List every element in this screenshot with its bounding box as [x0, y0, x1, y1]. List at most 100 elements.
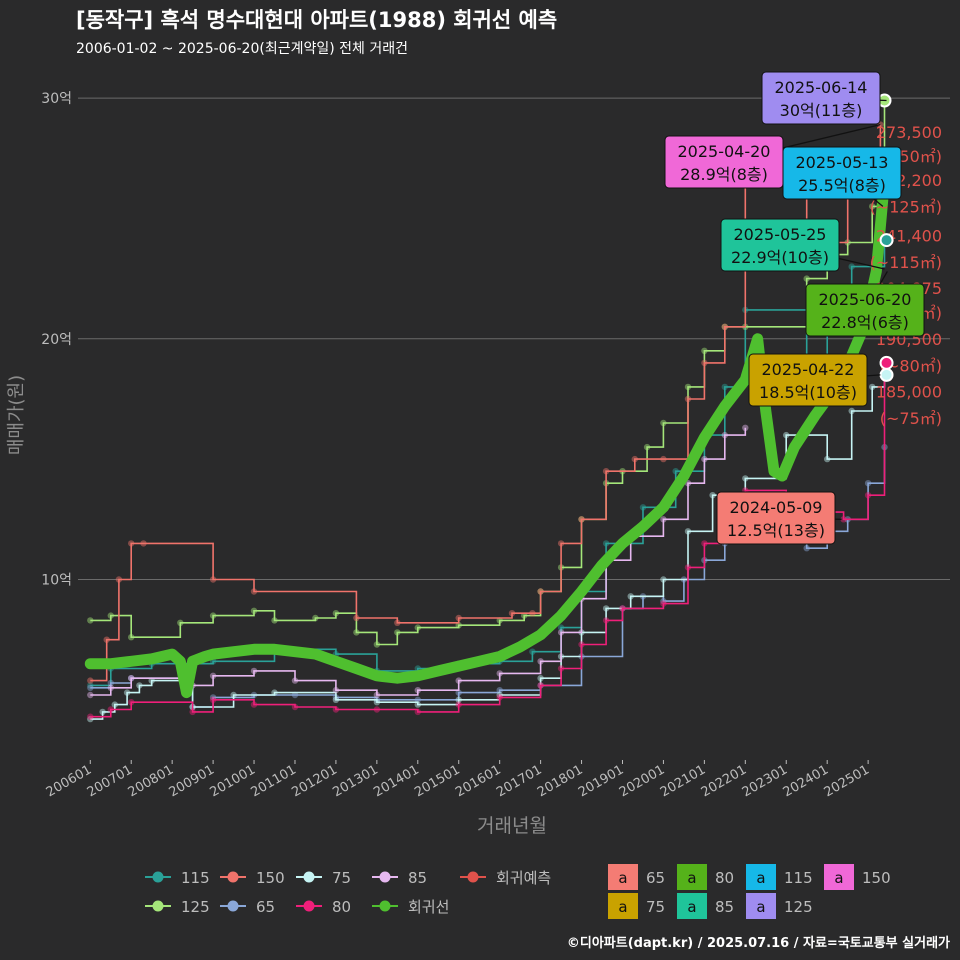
series-point-80: [107, 706, 115, 713]
series-point-150: [578, 516, 585, 523]
series-point-125: [414, 624, 421, 631]
series-point-75: [496, 691, 503, 699]
callout-date: 2025-04-20: [678, 142, 771, 161]
legend-box-label: 65: [646, 869, 665, 887]
series-point-125: [394, 629, 401, 636]
legend-box: [608, 893, 638, 919]
series-point-115: [848, 263, 855, 270]
legend-swatch-dot: [227, 900, 239, 912]
y-tick-label: 30억: [41, 91, 72, 107]
series-point-65: [803, 545, 810, 552]
legend-box-glyph: a: [756, 869, 765, 887]
series-point-75: [869, 383, 876, 391]
legend-box: [746, 893, 776, 919]
legend-label: 75: [332, 869, 351, 887]
legend-box-glyph: a: [756, 898, 765, 916]
legend-swatch-dot: [303, 871, 315, 883]
callout-value: 18.5억(10층): [759, 383, 857, 402]
series-point-80: [602, 617, 610, 624]
callout-date: 2025-05-13: [796, 153, 889, 172]
series-point-150: [684, 395, 692, 403]
y-axis-label: 매매가(원): [6, 375, 27, 455]
series-point-75: [136, 682, 143, 689]
legend-box-glyph: a: [618, 869, 627, 887]
legend-swatch-dot: [467, 871, 479, 883]
legend-box-glyph: a: [687, 898, 696, 916]
series-point-125: [869, 203, 876, 210]
series-point-150: [631, 455, 638, 463]
series-point-150: [508, 610, 516, 617]
series-point-125: [660, 419, 667, 427]
series-point-150: [701, 359, 708, 367]
series-point-85: [87, 691, 94, 699]
series-point-75: [332, 696, 340, 703]
legend-label: 125: [181, 898, 210, 916]
callout-date: 2025-05-25: [734, 225, 827, 244]
series-point-85: [209, 672, 217, 679]
series-point-80: [864, 492, 872, 499]
series-point-115: [639, 504, 647, 511]
legend-swatch-dot: [152, 871, 164, 883]
series-point-125: [87, 617, 94, 624]
legend-label: 80: [332, 898, 351, 916]
series-point-75: [99, 708, 106, 716]
legend-box-label: 115: [784, 869, 813, 887]
series-point-125: [107, 612, 115, 619]
legend-box: [677, 893, 707, 919]
series-point-80: [455, 701, 462, 708]
legend-swatch-dot: [379, 900, 391, 912]
legend-box: [677, 864, 707, 890]
callout-value: 22.8억(6층): [821, 313, 909, 332]
chart-subtitle: 2006-01-02 ~ 2025-06-20(최근계약일) 전체 거래건: [76, 41, 408, 57]
prediction-label: (~125㎡): [870, 197, 942, 216]
series-point-150: [537, 588, 544, 595]
series-line-150: [90, 124, 882, 682]
prediction-label: 185,000: [876, 383, 942, 402]
series-point-85: [537, 658, 544, 665]
series-point-80: [291, 703, 299, 711]
y-tick-label: 10억: [41, 572, 72, 588]
series-point-75: [271, 689, 278, 696]
callout-value: 30억(11층): [780, 101, 863, 120]
series-point-80: [209, 696, 217, 703]
legend-swatch-dot: [303, 900, 315, 912]
legend-label: 85: [408, 869, 427, 887]
series-layer: [84, 97, 892, 723]
series-point-125: [209, 612, 217, 619]
prediction-label: 273,500: [876, 123, 942, 142]
callout-value: 22.9억(10층): [731, 248, 829, 267]
series-point-85: [721, 431, 728, 439]
callout-date: 2025-06-20: [819, 290, 912, 309]
callout-box: [748, 353, 868, 407]
series-point-150: [455, 614, 462, 622]
series-point-85: [291, 677, 299, 684]
series-point-80: [684, 564, 692, 571]
series-point-150: [721, 323, 728, 330]
series-point-150: [115, 576, 123, 583]
series-point-80: [840, 516, 847, 523]
series-point-85: [250, 667, 258, 675]
series-point-65: [496, 687, 503, 694]
legend-label: 115: [181, 869, 210, 887]
series-point-125: [332, 610, 340, 617]
legend-box-label: 75: [646, 898, 665, 916]
series-point-150: [250, 588, 258, 595]
prediction-label: (~75㎡): [880, 409, 942, 428]
series-point-75: [537, 675, 544, 682]
y-tick-label: 20억: [41, 332, 72, 348]
series-point-80: [373, 706, 381, 713]
series-point-85: [455, 677, 462, 684]
series-point-80: [189, 708, 196, 716]
series-point-125: [803, 275, 810, 282]
series-point-125: [271, 617, 278, 624]
series-point-125: [643, 443, 651, 451]
series-point-75: [373, 699, 381, 706]
callout-box: [716, 491, 836, 545]
regression-line: [84, 152, 892, 699]
series-point-150: [660, 455, 667, 463]
legend-box: [608, 864, 638, 890]
latest-trade-marker: [879, 233, 894, 248]
legend-swatch-dot: [227, 871, 239, 883]
legend-label: 150: [256, 869, 285, 887]
